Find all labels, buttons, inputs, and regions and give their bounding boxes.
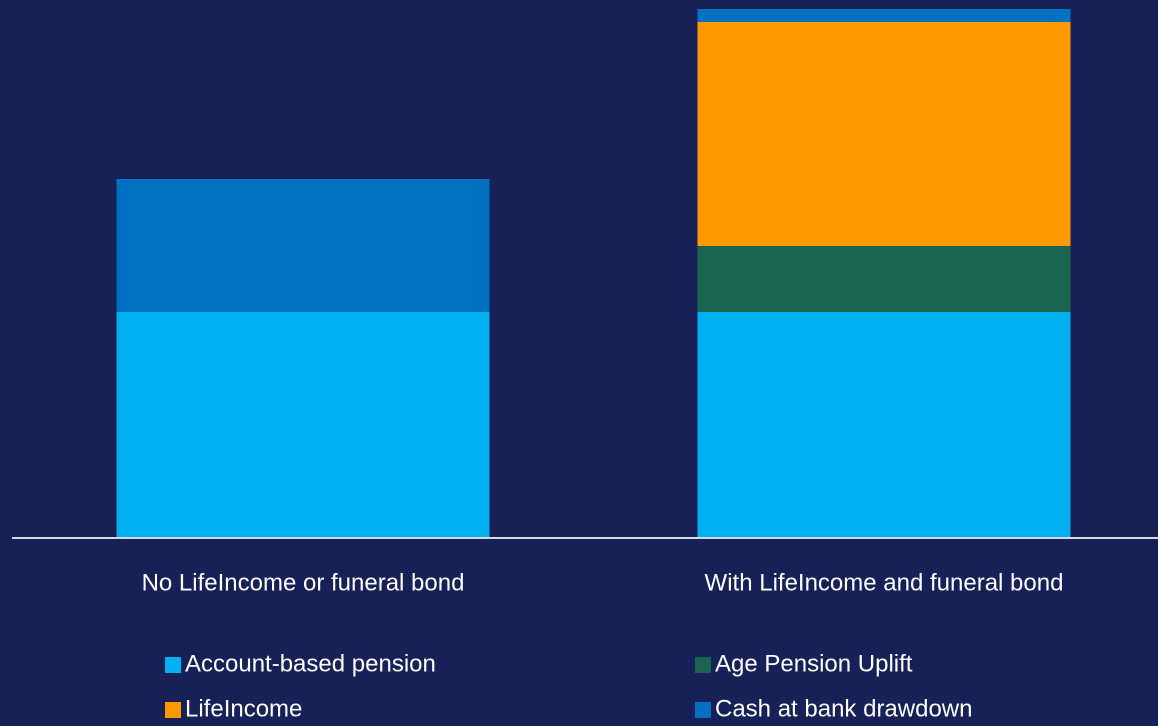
legend-swatch [695,657,711,673]
legend-label: Cash at bank drawdown [715,695,972,722]
legend-label: LifeIncome [185,695,302,722]
x-tick-label: With LifeIncome and funeral bond [705,569,1064,596]
legend-label: Account-based pension [185,650,436,677]
bar-segment [116,312,490,538]
bar-segment [116,179,490,312]
legend-swatch [165,702,181,718]
bar-segment [697,246,1071,312]
x-tick-label: No LifeIncome or funeral bond [142,569,465,596]
bar-segment [697,312,1071,538]
legend-swatch [165,657,181,673]
bar-segment [697,9,1071,22]
legend-swatch [695,702,711,718]
legend-label: Age Pension Uplift [715,650,913,677]
bar-segment [697,22,1071,246]
